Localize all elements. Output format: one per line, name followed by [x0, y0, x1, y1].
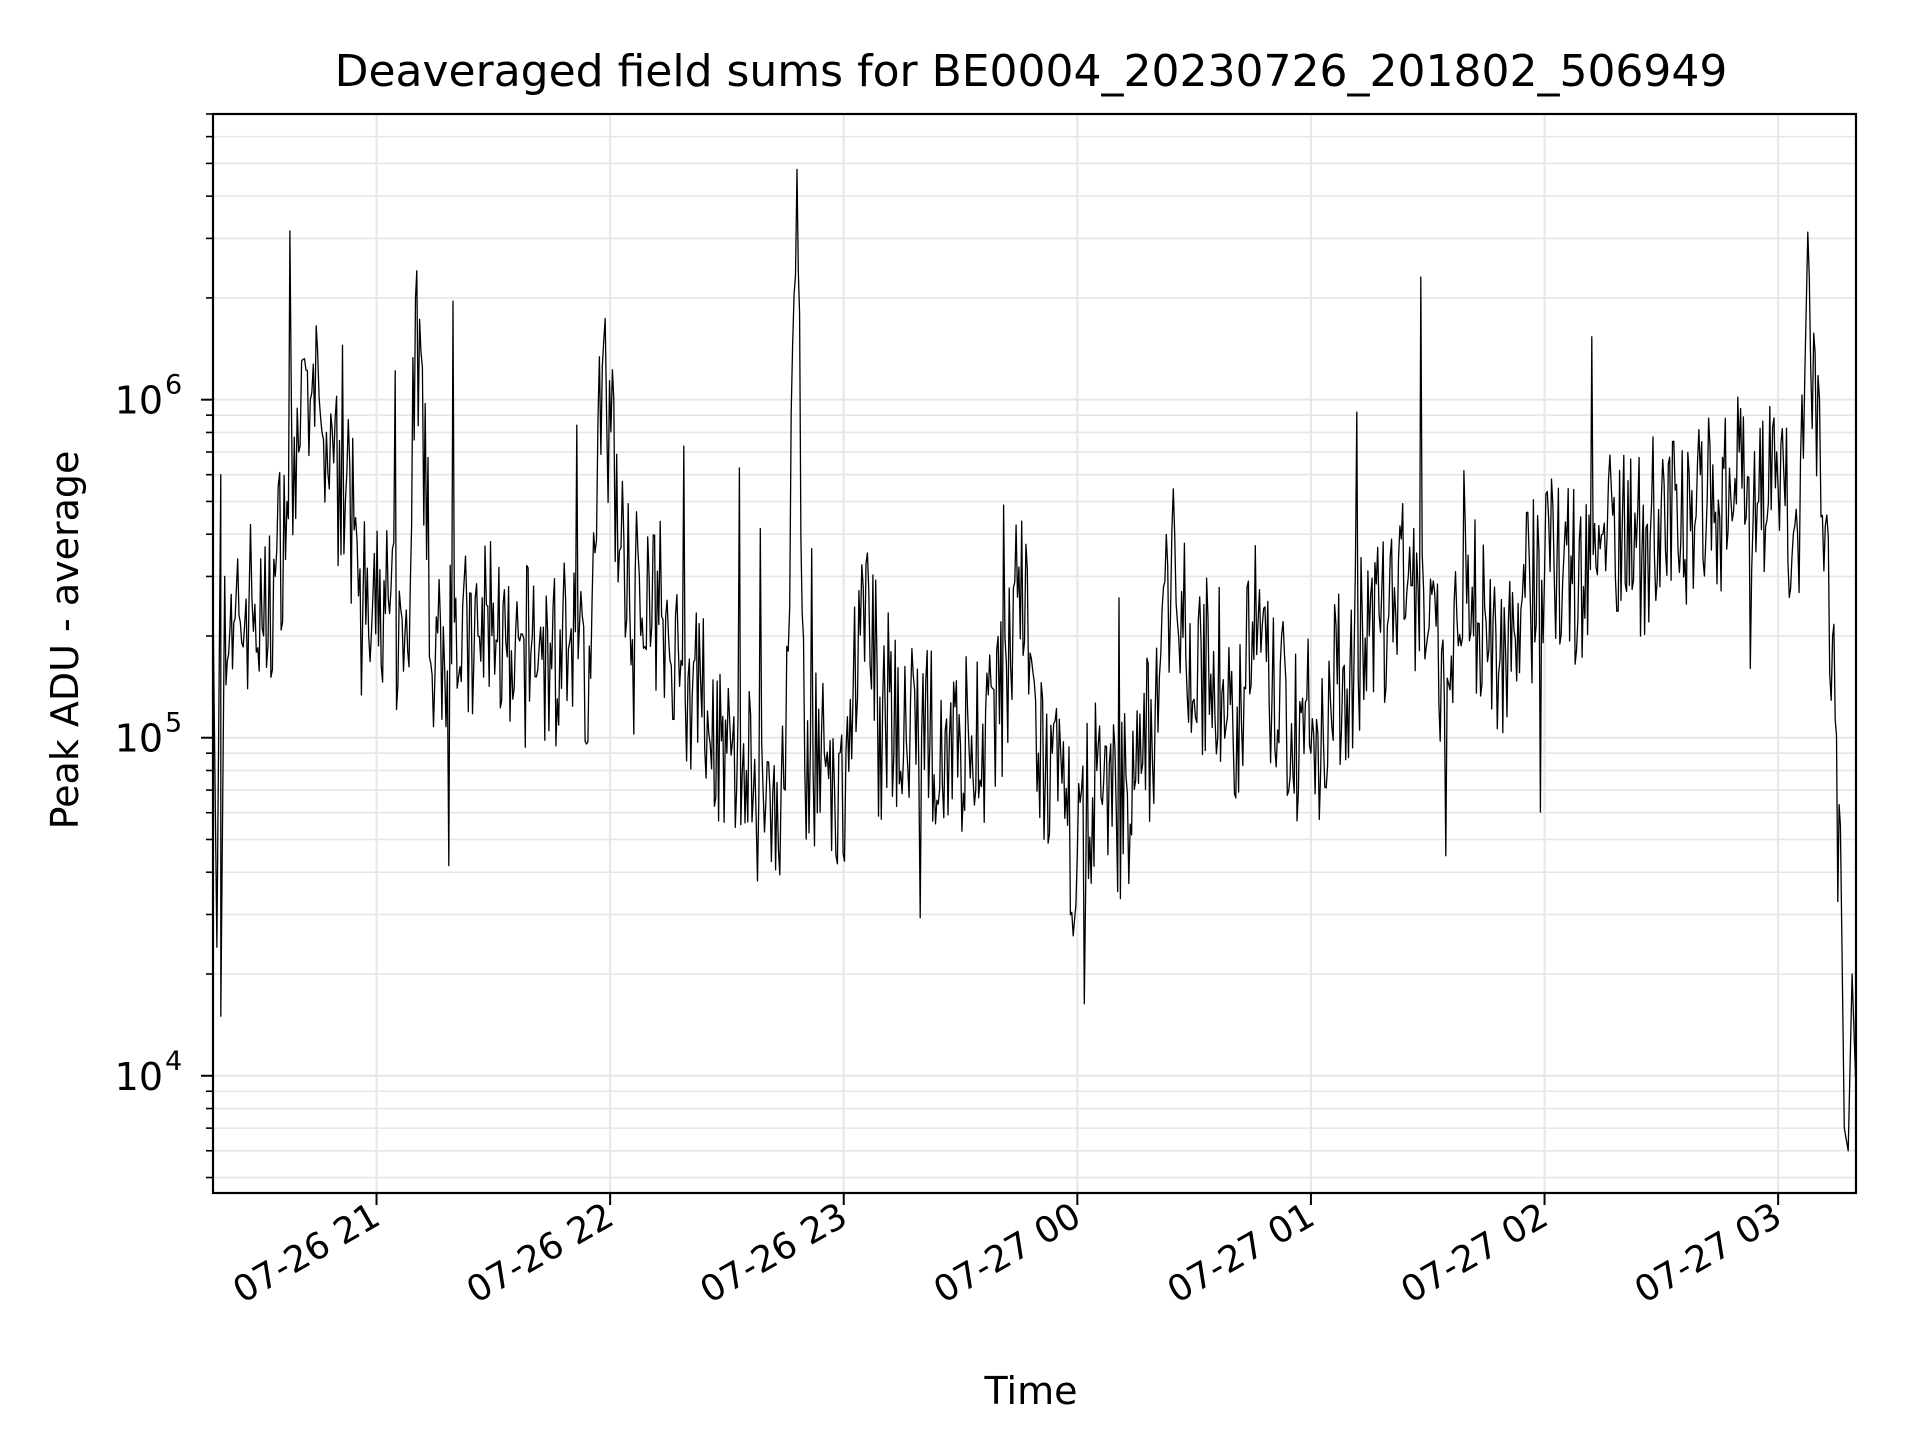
y-tick-base: 10: [115, 379, 163, 423]
y-tick-exponent: 4: [165, 1046, 182, 1077]
grid: [213, 113, 1856, 1193]
y-tick-exponent: 5: [165, 708, 182, 739]
x-axis-label: Time: [984, 1369, 1078, 1413]
axes: [211, 112, 1858, 1195]
y-tick-label: 10: [115, 1055, 163, 1099]
y-tick-label: 10: [115, 379, 163, 423]
y-tick-exponent: 6: [165, 370, 182, 401]
y-axis-label: Peak ADU - average: [43, 451, 87, 830]
series-group: [212, 168, 1857, 1152]
y-tick-base: 10: [115, 717, 163, 761]
plot-frame: [211, 112, 1858, 1195]
y-tick-label: 10: [115, 717, 163, 761]
series-line: [212, 168, 1857, 1152]
chart-title: Deaveraged field sums for BE0004_2023072…: [335, 46, 1728, 97]
y-tick-base: 10: [115, 1055, 163, 1099]
